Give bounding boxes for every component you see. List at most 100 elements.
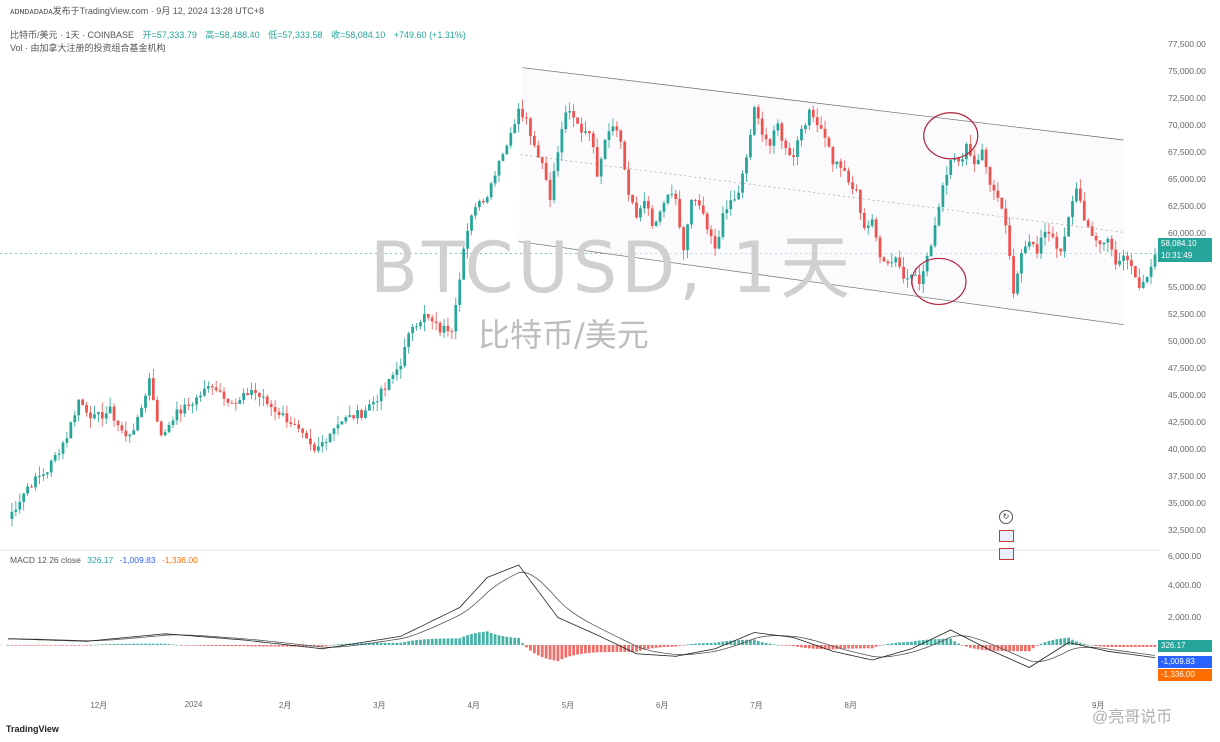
price-tick-label: 60,000.00 [1168,227,1206,238]
candle-body [631,194,634,203]
macd-histogram-bar [261,645,265,647]
candle-body [261,396,265,398]
macd-legend[interactable]: MACD 12 26 close 326.17 -1,009.83 -1,336… [10,555,198,565]
change-value: +749.60 (+1.31%) [393,30,466,40]
candle-body [792,155,795,158]
macd-histogram-bar [269,645,273,647]
macd-histogram-bar [57,645,61,646]
candle-body [183,404,187,414]
candle-body [254,389,257,393]
macd-histogram-bar [407,641,411,645]
macd-histogram-bar [525,645,528,648]
candle-body [442,325,446,333]
symbol-label[interactable]: 比特币/美元 · 1天 · COINBASE [10,30,135,40]
candle-body [426,313,430,318]
macd-histogram-bar [1126,645,1129,647]
indicator-legend[interactable]: Vol · 由加拿大注册的投资组合基金机构 [10,43,166,53]
macd-histogram-bar [1102,645,1106,647]
macd-histogram-bar [438,638,442,645]
macd-histogram-bar [6,645,10,646]
macd-histogram-bar [45,645,49,646]
macd-histogram-bar [242,645,246,647]
candle-body [77,399,81,416]
macd-histogram-bar [332,644,336,646]
macd-histogram-bar [988,645,992,651]
macd-histogram-bar [1149,645,1153,647]
candle-body [662,203,666,212]
candle-body [285,413,289,423]
macd-histogram-bar [898,642,902,645]
macd-histogram-bar [403,641,407,645]
macd-histogram-bar [485,631,489,645]
macd-tick: 6,000.00 [1168,551,1202,561]
candle-body [493,175,497,184]
macd-histogram-bar [258,645,261,647]
macd-histogram-bar [603,645,607,653]
macd-pane [0,564,1160,668]
flags-icon[interactable] [999,529,1029,560]
replay-icon[interactable]: ↻ [999,510,1013,524]
candle-body [163,432,167,436]
candle-body [1086,220,1090,227]
candle-body [548,179,552,200]
macd-histogram-bar [945,638,949,645]
macd-histogram-bar [183,645,187,646]
candle-body [151,378,155,401]
macd-histogram-bar [195,645,198,646]
macd-histogram-bar [411,640,414,645]
macd-tick: 4,000.00 [1168,580,1202,590]
price-tick-label: 42,500.00 [1168,416,1206,427]
tradingview-logo: TradingView [6,724,59,734]
candle-body [203,388,206,396]
macd-histogram-bar [855,645,858,649]
candle-body [933,225,937,246]
macd-histogram-bar [148,643,151,645]
candle-body [615,126,619,131]
candle-body [513,124,517,133]
macd-histogram-bar [933,639,937,645]
candle-body [654,221,658,226]
candle-body [745,157,748,174]
candle-body [800,128,803,141]
macd-histogram-bar [462,636,466,645]
candle-body [375,401,379,403]
macd-histogram-bar [536,645,540,656]
macd-histogram-bar [764,643,768,645]
macd-histogram-bar [1114,645,1118,647]
candle-body [639,208,642,218]
candle-body [26,486,30,494]
macd-histogram-bar [745,639,748,645]
candle-body [477,200,481,208]
macd-line-tag: -1,009.83 [1158,656,1212,668]
macd-histogram-bar [749,639,752,645]
candle-body [678,198,682,228]
candle-body [53,454,57,461]
macd-histogram-bar [627,645,631,652]
macd-histogram-bar [493,634,497,645]
macd-histogram-bar [839,645,843,650]
macd-histogram-bar [572,645,576,656]
candle-body [969,144,972,156]
macd-histogram-bar [862,645,866,649]
macd-histogram-bar [167,644,171,645]
candle-body [1114,249,1118,265]
macd-histogram-bar [387,642,391,645]
macd-histogram-bar [882,644,886,646]
macd-histogram-bar [976,645,980,650]
candle-body [910,274,913,279]
macd-histogram-bar [697,643,701,645]
candle-body [540,157,544,163]
candle-body [1122,255,1125,261]
macd-histogram-bar [1141,645,1145,647]
candle-body [1043,231,1047,238]
annotations [911,112,979,306]
price-axis[interactable]: 77,500.00 75,000.00 72,500.00 70,000.00 67,5… [1160,0,1220,742]
macd-histogram-bar [694,643,697,645]
candle-body [603,139,607,159]
candle-body [18,501,22,510]
macd-histogram-bar [277,645,281,647]
candle-body [1078,188,1082,201]
macd-histogram-bar [324,645,328,646]
candle-body [328,433,332,443]
